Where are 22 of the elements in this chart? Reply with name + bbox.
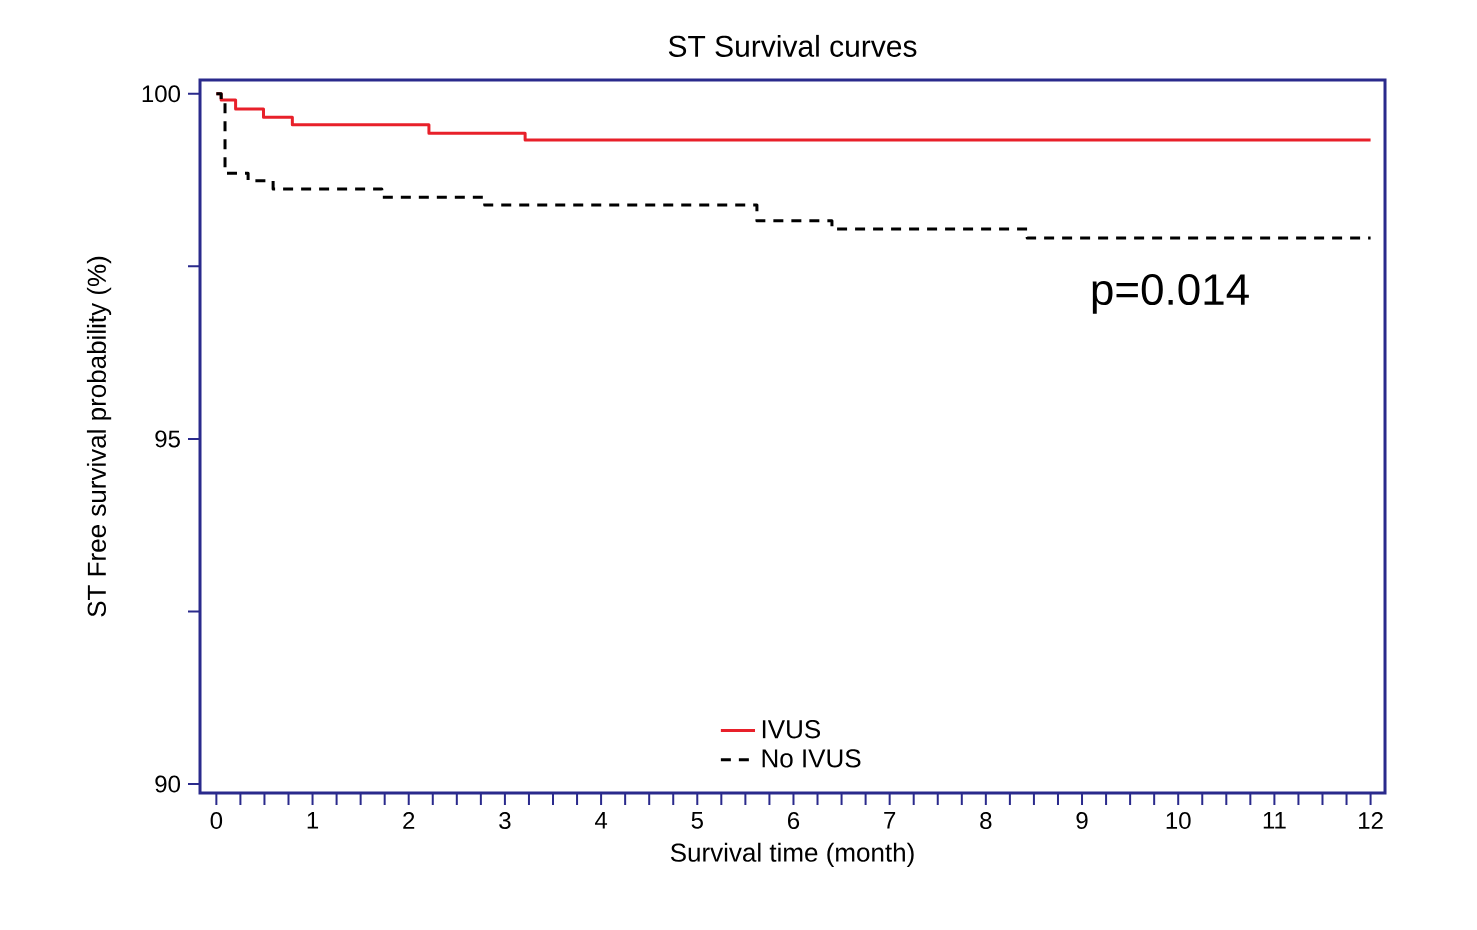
x-tick-label: 5 xyxy=(691,812,703,829)
x-tick-label: 0 xyxy=(210,812,223,830)
y-tick-label: 95 xyxy=(155,430,180,448)
x-tick-label: 12 xyxy=(1359,812,1383,829)
legend-label: No IVUS xyxy=(762,749,861,768)
x-tick-label: 3 xyxy=(499,812,511,830)
y-axis-title: ST Free survival probability (%) xyxy=(86,256,112,617)
x-tick-label: 8 xyxy=(980,812,992,830)
x-tick-label: 1 xyxy=(307,812,319,829)
y-tick-label: 100 xyxy=(142,85,181,103)
x-tick-label: 7 xyxy=(884,812,896,829)
annotation: p=0.014 xyxy=(1092,273,1249,314)
chart-title: ST Survival curves xyxy=(668,34,917,57)
x-tick-label: 9 xyxy=(1076,812,1088,830)
x-tick-label: 2 xyxy=(403,812,415,829)
y-tick-label: 90 xyxy=(155,775,181,793)
x-tick-label: 10 xyxy=(1166,812,1191,830)
legend-label: IVUS xyxy=(762,720,821,739)
x-tick-label: 4 xyxy=(594,812,608,829)
x-axis-title: Survival time (month) xyxy=(670,842,914,868)
x-tick-label: 11 xyxy=(1263,812,1286,829)
x-tick-label: 6 xyxy=(788,812,800,830)
